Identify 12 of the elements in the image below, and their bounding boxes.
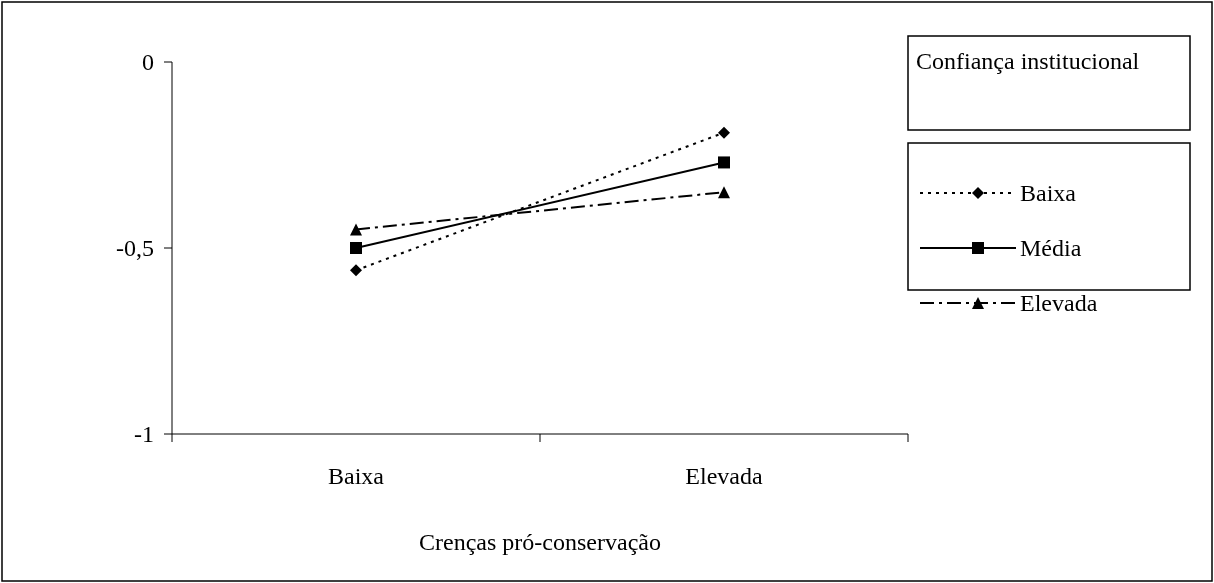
- legend-label: Elevada: [1020, 290, 1098, 316]
- y-tick-label: -1: [134, 421, 154, 447]
- legend-label: Baixa: [1020, 180, 1077, 206]
- point: [718, 126, 730, 139]
- point: [350, 264, 362, 277]
- legend-label: Média: [1020, 235, 1082, 261]
- y-tick-label: 0: [142, 49, 154, 75]
- x-axis-title: Crenças pró-conservação: [419, 529, 661, 555]
- legend-title: Confiança institucional: [916, 47, 1141, 76]
- y-tick-label: -0,5: [116, 235, 154, 261]
- point: [350, 242, 362, 254]
- point: [718, 156, 730, 169]
